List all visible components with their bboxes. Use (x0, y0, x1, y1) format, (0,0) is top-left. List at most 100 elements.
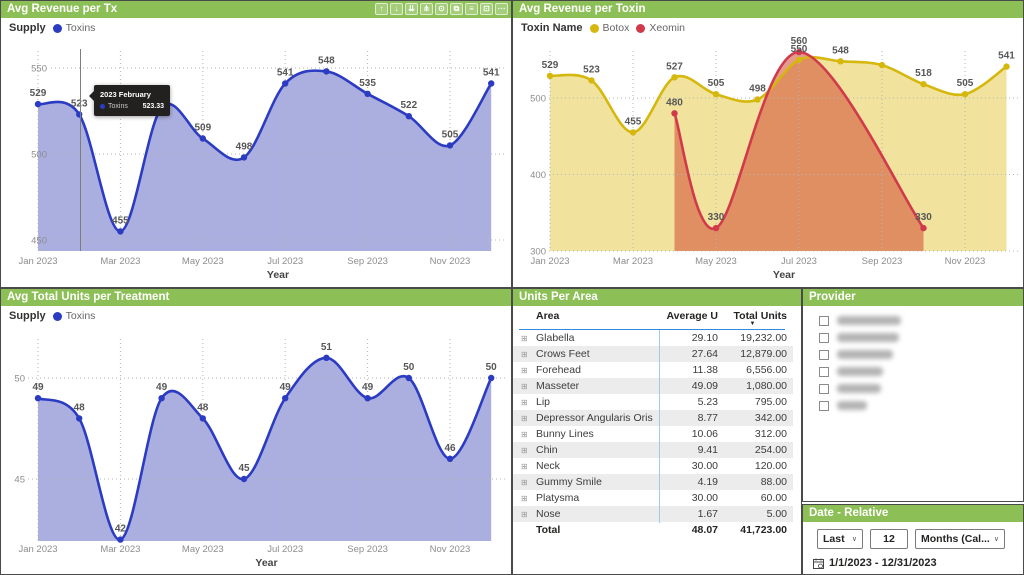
avg-revenue-per-tx-chart[interactable]: 5295234555275094985415485355225055415505… (1, 1, 513, 289)
total-units-cell: 312.00 (754, 428, 787, 440)
expand-all-icon[interactable]: ⋔ (420, 3, 433, 15)
copy-icon[interactable]: ⧉ (450, 3, 463, 15)
expand-row-icon[interactable]: ⊞ (521, 461, 528, 471)
focus-mode-icon[interactable]: ⊡ (480, 3, 493, 15)
svg-text:548: 548 (832, 45, 849, 56)
expand-row-icon[interactable]: ⊞ (521, 381, 528, 391)
drill-down-icon[interactable]: ↓ (390, 3, 403, 15)
svg-text:50: 50 (403, 362, 415, 373)
panel-provider-slicer: Provider (802, 288, 1024, 502)
total-average: 48.07 (691, 524, 718, 536)
svg-text:541: 541 (483, 68, 500, 79)
filter-icon[interactable]: ≡ (465, 3, 478, 15)
total-units-cell: 342.00 (754, 412, 787, 424)
go-to-next-level-icon[interactable]: ⇊ (405, 3, 418, 15)
svg-text:45: 45 (238, 463, 250, 474)
column-header-total-units[interactable]: Total Units ▼ (718, 310, 787, 327)
expand-row-icon[interactable]: ⊞ (521, 493, 528, 503)
provider-checkbox[interactable] (819, 349, 829, 360)
panel-title: Avg Total Units per Treatment (7, 291, 170, 303)
tooltip-series-name: Toxins (108, 103, 128, 110)
legend: Supply Toxins (9, 22, 95, 34)
provider-checkbox[interactable] (819, 332, 829, 343)
table-row[interactable]: ⊞ Masseter 49.09 1,080.00 (513, 378, 793, 394)
provider-list-item[interactable] (819, 380, 1023, 397)
provider-checkbox[interactable] (819, 400, 829, 411)
table-row[interactable]: ⊞ Glabella 29.10 19,232.00 (513, 330, 793, 346)
area-cell: Depressor Angularis Oris (536, 412, 653, 424)
svg-text:498: 498 (749, 84, 766, 95)
provider-list-item[interactable] (819, 346, 1023, 363)
panel-avg-total-units-per-treatment: Avg Total Units per Treatment Supply Tox… (0, 288, 512, 575)
relative-count-input[interactable]: 12 (870, 529, 908, 549)
svg-text:May 2023: May 2023 (182, 544, 224, 555)
expand-row-icon[interactable]: ⊞ (521, 397, 528, 407)
expand-row-icon[interactable]: ⊞ (521, 349, 528, 359)
provider-checkbox[interactable] (819, 366, 829, 377)
expand-row-icon[interactable]: ⊞ (521, 413, 528, 423)
table-row[interactable]: ⊞ Nose 1.67 5.00 (513, 506, 793, 522)
svg-text:527: 527 (666, 61, 683, 72)
date-range-row: 1/1/2023 - 12/31/2023 (813, 557, 1023, 569)
table-row[interactable]: ⊞ Depressor Angularis Oris 8.77 342.00 (513, 410, 793, 426)
column-header-average-u[interactable]: Average U (666, 310, 718, 322)
table-row[interactable]: ⊞ Chin 9.41 254.00 (513, 442, 793, 458)
area-cell: Gummy Smile (536, 476, 602, 488)
svg-text:Nov 2023: Nov 2023 (430, 256, 471, 267)
expand-row-icon[interactable]: ⊞ (521, 477, 528, 487)
legend-series-label-botox: Botox (602, 22, 630, 34)
svg-text:300: 300 (530, 247, 546, 258)
expand-row-icon[interactable]: ⊞ (521, 333, 528, 343)
provider-list-item[interactable] (819, 329, 1023, 346)
area-cell: Nose (536, 508, 561, 520)
provider-checkbox[interactable] (819, 383, 829, 394)
panel-header: Avg Revenue per Toxin (513, 1, 1023, 18)
drill-up-icon[interactable]: ↑ (375, 3, 388, 15)
provider-list-item[interactable] (819, 363, 1023, 380)
total-units-cell: 254.00 (754, 444, 787, 456)
date-range-text: 1/1/2023 - 12/31/2023 (829, 557, 937, 569)
expand-row-icon[interactable]: ⊞ (521, 365, 528, 375)
expand-row-icon[interactable]: ⊞ (521, 509, 528, 519)
table-row[interactable]: ⊞ Crows Feet 27.64 12,879.00 (513, 346, 793, 362)
legend: Supply Toxins (9, 310, 95, 322)
panel-header: Provider (803, 289, 1023, 306)
table-row[interactable]: ⊞ Bunny Lines 10.06 312.00 (513, 426, 793, 442)
area-cell: Crows Feet (536, 348, 590, 360)
provider-list-item[interactable] (819, 397, 1023, 414)
avg-total-units-chart[interactable]: 49 48 42 49 48 45 49 51 49 50 46 50 50 45 Jan 2023 Mar … (1, 289, 513, 575)
pin-icon[interactable]: ⊙ (435, 3, 448, 15)
relative-unit-select[interactable]: Months (Cal... ∨ (915, 529, 1005, 549)
svg-text:49: 49 (280, 382, 292, 393)
avg-revenue-per-toxin-chart[interactable]: 529 523 455 527 505 498 550 548 518 505 541 480 330 5… (513, 1, 1024, 289)
svg-text:330: 330 (915, 212, 932, 223)
average-u-cell: 1.67 (697, 508, 718, 520)
visual-header-icons: ↑ ↓ ⇊ ⋔ ⊙ ⧉ ≡ ⊡ ⋯ (375, 3, 508, 15)
tooltip-title: 2023 February (100, 90, 151, 99)
provider-list-item[interactable] (819, 312, 1023, 329)
table-column-divider (659, 330, 660, 523)
table-row[interactable]: ⊞ Gummy Smile 4.19 88.00 (513, 474, 793, 490)
svg-text:Mar 2023: Mar 2023 (613, 256, 653, 267)
table-row[interactable]: ⊞ Forehead 11.38 6,556.00 (513, 362, 793, 378)
expand-row-icon[interactable]: ⊞ (521, 429, 528, 439)
svg-text:Year: Year (255, 557, 277, 569)
svg-text:330: 330 (708, 212, 725, 223)
svg-text:529: 529 (542, 60, 559, 71)
area-cell: Lip (536, 396, 551, 408)
provider-name-blurred (837, 401, 867, 410)
tooltip-value: 523.33 (142, 103, 164, 110)
expand-row-icon[interactable]: ⊞ (521, 445, 528, 455)
table-row[interactable]: ⊞ Platysma 30.00 60.00 (513, 490, 793, 506)
panel-header: Avg Total Units per Treatment (1, 289, 511, 306)
total-units-cell: 19,232.00 (740, 332, 787, 344)
svg-text:51: 51 (321, 342, 333, 353)
legend-title: Supply (9, 22, 46, 34)
relative-mode-select[interactable]: Last ∨ (817, 529, 863, 549)
table-row[interactable]: ⊞ Lip 5.23 795.00 (513, 394, 793, 410)
more-options-icon[interactable]: ⋯ (495, 3, 508, 15)
table-row[interactable]: ⊞ Neck 30.00 120.00 (513, 458, 793, 474)
column-header-area[interactable]: Area (536, 310, 560, 322)
svg-text:Sep 2023: Sep 2023 (862, 256, 903, 267)
provider-checkbox[interactable] (819, 315, 829, 326)
